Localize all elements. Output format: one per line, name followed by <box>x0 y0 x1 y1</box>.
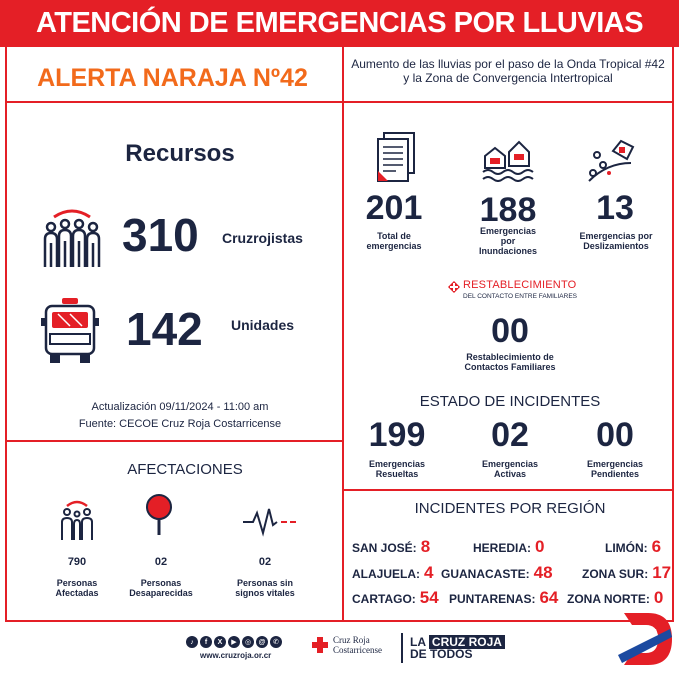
threads-icon[interactable]: @ <box>256 636 268 648</box>
region-value: 54 <box>419 588 439 607</box>
afectadas-label: Personas Afectadas <box>55 578 99 598</box>
region-value: 0 <box>535 537 545 556</box>
facebook-icon[interactable]: f <box>200 636 212 648</box>
region-alajuela: ALAJUELA: 4 <box>352 563 433 583</box>
activas-value: 02 <box>491 416 529 454</box>
region-value: 6 <box>651 537 662 556</box>
restablecimiento-label: Restablecimiento de Contactos Familiares <box>464 352 556 372</box>
desaparecidas-value: 02 <box>154 556 168 568</box>
region-san-jose: SAN JOSÉ: 8 <box>352 537 430 557</box>
region-zona-sur: ZONA SUR: 17 <box>582 563 671 583</box>
inundaciones-value: 188 <box>479 191 537 229</box>
cruzrojistas-label: Cruzrojistas <box>222 230 303 246</box>
region-limon: LIMÓN: 6 <box>605 537 661 557</box>
estado-title: ESTADO DE INCIDENTES <box>419 393 601 410</box>
landslide-icon <box>588 139 635 182</box>
data-source: Fuente: CECOE Cruz Roja Costarricense <box>78 418 282 430</box>
org-name-line1: Cruz Roja <box>333 635 370 645</box>
whatsapp-icon[interactable]: ✆ <box>270 636 282 648</box>
alert-cause: Aumento de las lluvias por el paso de la… <box>351 57 665 85</box>
cruzrojistas-value: 310 <box>122 209 199 261</box>
deslizamientos-label: Emergencias por Deslizamientos <box>579 231 653 251</box>
region-name: SAN JOSÉ: <box>352 541 417 555</box>
region-name: GUANACASTE: <box>441 567 530 581</box>
pendientes-label: Emergencias Pendientes <box>586 459 644 479</box>
region-name: HEREDIA: <box>473 541 532 555</box>
region-name: LIMÓN: <box>605 541 648 555</box>
region-cartago: CARTAGO: 54 <box>352 588 439 608</box>
region-value: 4 <box>424 563 434 582</box>
region-guanacaste: GUANACASTE: 48 <box>441 563 553 583</box>
divider-top <box>5 101 674 103</box>
region-value: 8 <box>420 537 431 556</box>
total-emergencias-label: Total de emergencias <box>366 231 422 251</box>
search-person-icon <box>146 494 172 535</box>
page-title: ATENCIÓN DE EMERGENCIAS POR LLUVIAS <box>0 0 679 47</box>
heartbeat-icon <box>243 508 296 537</box>
region-value: 48 <box>533 563 553 582</box>
divider-right-mid <box>342 489 674 491</box>
slogan-de-todos: DE TODOS <box>410 647 473 661</box>
red-cross-icon <box>312 637 328 653</box>
recursos-title: Recursos <box>125 140 235 167</box>
affected-people-icon <box>61 500 93 540</box>
activas-label: Emergencias Activas <box>481 459 539 479</box>
desaparecidas-label: Personas Desaparecidas <box>129 578 193 598</box>
total-emergencias-value: 201 <box>365 189 423 227</box>
x-icon[interactable]: X <box>214 636 226 648</box>
region-value: 17 <box>652 563 672 582</box>
divider-vertical <box>342 47 344 622</box>
documents-icon <box>377 132 415 182</box>
restablecimiento-value: 00 <box>491 312 529 350</box>
regiones-title: INCIDENTES POR REGIÓN <box>414 500 606 517</box>
resueltas-value: 199 <box>368 416 426 454</box>
region-puntarenas: PUNTARENAS: 64 <box>449 588 558 608</box>
content-frame <box>5 47 674 622</box>
cruz-roja-logo: Cruz Roja Costarricense <box>312 635 382 655</box>
instagram-icon[interactable]: ◎ <box>242 636 254 648</box>
media-logo-icon <box>618 613 672 665</box>
unidades-label: Unidades <box>231 317 295 333</box>
sin-signos-label: Personas sin signos vitales <box>235 578 295 598</box>
tiktok-icon[interactable]: ♪ <box>186 636 198 648</box>
divider-left-mid <box>5 440 343 442</box>
pendientes-value: 00 <box>596 416 634 454</box>
flood-icon <box>482 140 534 182</box>
update-timestamp: Actualización 09/11/2024 - 11:00 am <box>91 401 269 413</box>
website-link[interactable]: www.cruzroja.or.cr <box>200 651 272 660</box>
sin-signos-value: 02 <box>258 556 272 568</box>
afectaciones-title: AFECTACIONES <box>127 461 243 478</box>
region-name: ZONA NORTE: <box>567 592 650 606</box>
region-value: 64 <box>539 588 559 607</box>
ambulance-icon <box>41 298 99 363</box>
region-zona-norte: ZONA NORTE: 0 <box>567 588 663 608</box>
resueltas-label: Emergencias Resueltas <box>368 459 426 479</box>
slogan-cruz-roja: CRUZ ROJA <box>428 635 505 649</box>
unidades-value: 142 <box>126 303 203 355</box>
volunteers-icon <box>43 209 101 267</box>
youtube-icon[interactable]: ▶ <box>228 636 240 648</box>
region-name: ALAJUELA: <box>352 567 420 581</box>
slogan: LA CRUZ ROJA DE TODOS <box>410 635 505 661</box>
restablecimiento-logo-icon <box>448 281 460 293</box>
region-value: 0 <box>653 588 664 607</box>
region-heredia: HEREDIA: 0 <box>473 537 544 557</box>
region-name: ZONA SUR: <box>582 567 649 581</box>
restablecimiento-logo-title: RESTABLECIMIENTO <box>463 279 577 291</box>
region-name: PUNTARENAS: <box>449 592 536 606</box>
alert-label: ALERTA NARAJA Nº42 <box>37 63 308 92</box>
restablecimiento-logo-subtitle: DEL CONTACTO ENTRE FAMILIARES <box>463 293 578 300</box>
deslizamientos-value: 13 <box>596 189 634 227</box>
region-name: CARTAGO: <box>352 592 416 606</box>
inundaciones-label: Emergencias por Inundaciones <box>478 226 537 256</box>
org-name-line2: Costarricense <box>333 645 382 655</box>
afectadas-value: 790 <box>67 556 87 568</box>
social-icons: ♪ f X ▶ ◎ @ ✆ <box>186 636 282 648</box>
slogan-la: LA <box>410 635 426 649</box>
footer-separator <box>401 633 403 663</box>
